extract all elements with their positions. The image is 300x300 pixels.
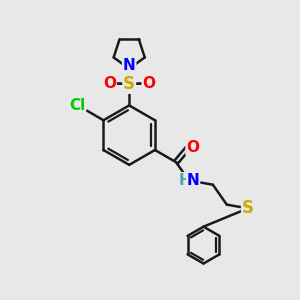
Text: H: H: [178, 173, 191, 188]
Text: S: S: [242, 200, 254, 217]
Text: Cl: Cl: [69, 98, 85, 113]
Text: N: N: [187, 173, 200, 188]
Text: O: O: [103, 76, 116, 91]
Text: N: N: [123, 58, 136, 73]
Text: O: O: [186, 140, 199, 155]
Text: O: O: [142, 76, 155, 91]
Text: S: S: [123, 75, 135, 93]
